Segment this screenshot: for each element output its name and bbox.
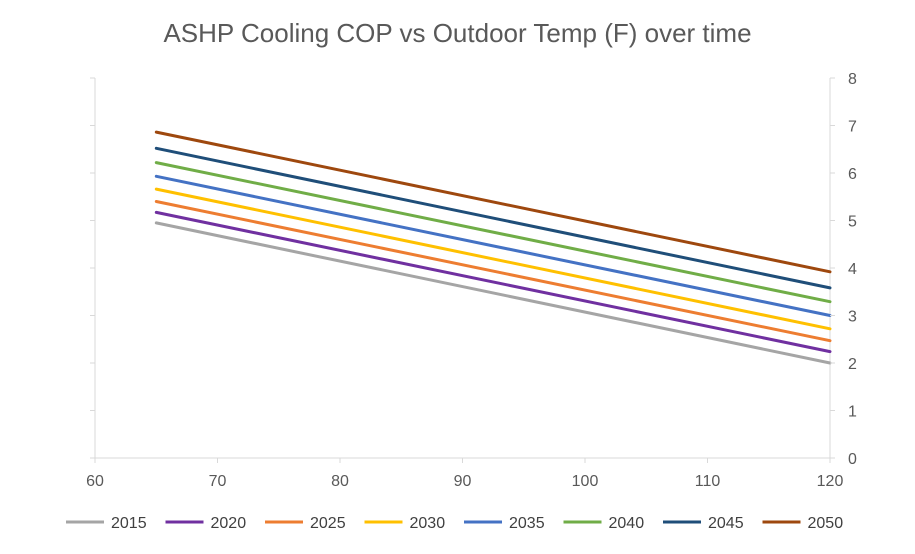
series-line-2025: [154, 200, 832, 343]
legend-label-2030: 2030: [410, 515, 446, 532]
series-line-2050: [154, 130, 832, 274]
series-line-2035: [154, 174, 832, 317]
y-tick-label: 0: [848, 451, 857, 468]
legend-label-2040: 2040: [609, 515, 645, 532]
legend: 2015 2020 2025 2030 2035 2040 2045 2050: [66, 515, 843, 532]
legend-label-2020: 2020: [211, 515, 247, 532]
y-tick-label: 3: [848, 309, 857, 326]
y-tick-label: 1: [848, 404, 857, 421]
legend-label-2045: 2045: [708, 515, 744, 532]
y-tick-label: 4: [848, 261, 857, 278]
x-tick-label: 80: [331, 473, 349, 490]
x-tick-label: 100: [572, 473, 599, 490]
x-axis-ticks: 60 70 80 90 100 110 120: [86, 458, 843, 490]
legend-label-2050: 2050: [808, 515, 844, 532]
legend-label-2025: 2025: [310, 515, 346, 532]
chart-title: ASHP Cooling COP vs Outdoor Temp (F) ove…: [163, 18, 752, 48]
series-layer: [154, 130, 832, 365]
y-tick-label: 5: [848, 214, 857, 231]
series-line-2045: [154, 146, 832, 290]
y-tick-label: 2: [848, 356, 857, 373]
x-tick-label: 90: [454, 473, 472, 490]
x-tick-label: 110: [695, 473, 721, 490]
series-line-2030: [154, 187, 832, 331]
series-line-2040: [154, 161, 832, 304]
legend-label-2035: 2035: [509, 515, 545, 532]
series-line-2020: [154, 210, 832, 354]
x-tick-label: 70: [209, 473, 227, 490]
x-tick-label: 120: [817, 473, 844, 490]
y-axis-ticks: 0 1 2 3 4 5 6 7 8: [90, 71, 857, 468]
y-tick-label: 8: [848, 71, 857, 88]
y-tick-label: 7: [848, 119, 857, 136]
series-line-2015: [154, 221, 832, 365]
plot-frame: [94, 78, 831, 459]
x-tick-label: 60: [86, 473, 104, 490]
legend-label-2015: 2015: [111, 515, 147, 532]
y-tick-label: 6: [848, 166, 857, 183]
